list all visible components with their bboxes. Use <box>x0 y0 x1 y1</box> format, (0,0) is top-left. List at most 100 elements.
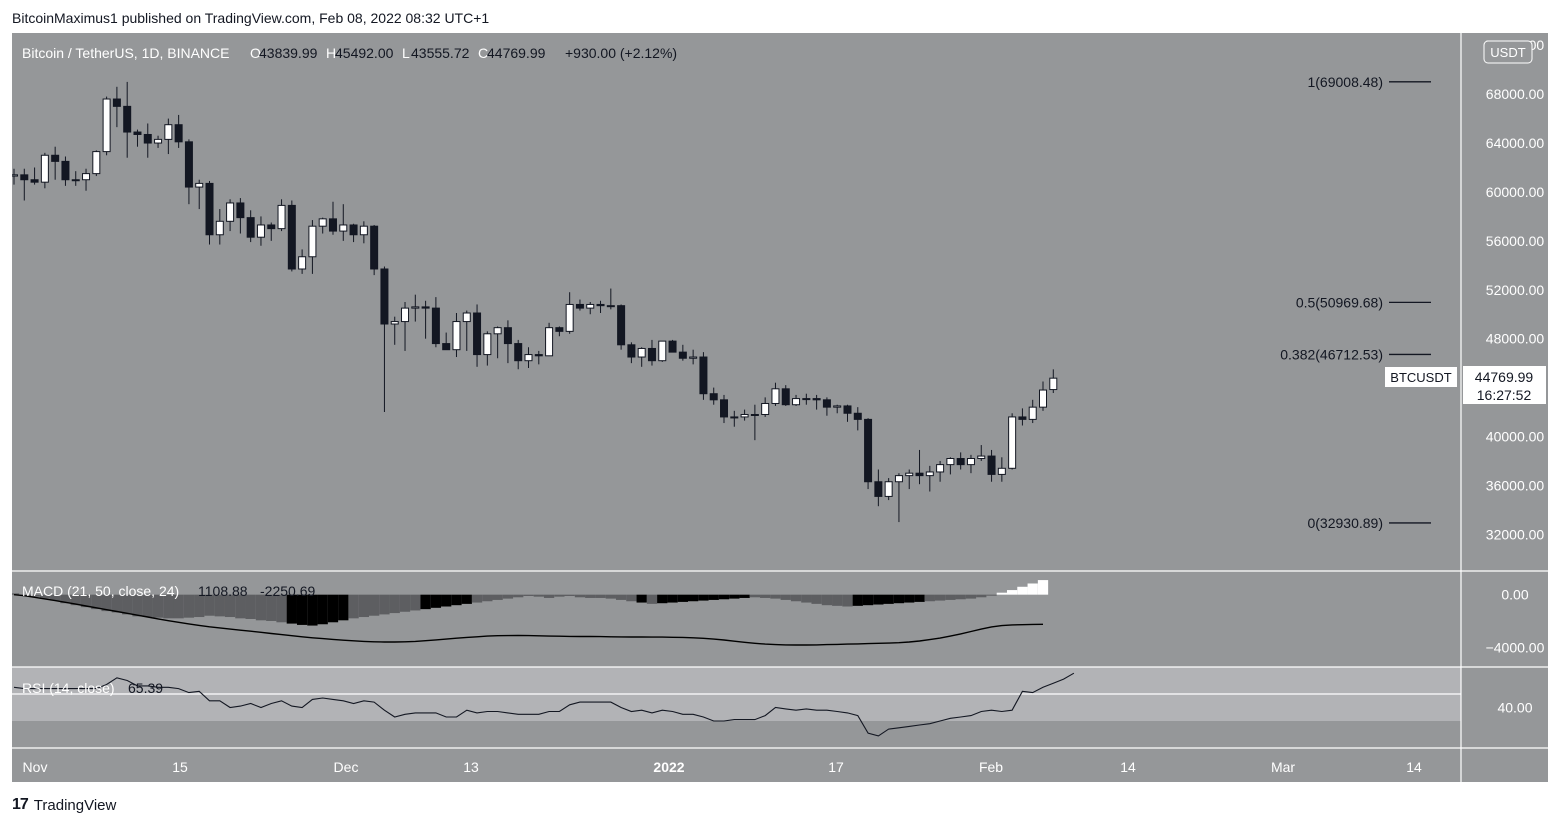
candle-body <box>236 202 245 219</box>
candle-body <box>82 173 91 181</box>
macd-histogram-bar <box>914 594 925 602</box>
chart-svg[interactable]: 1(69008.48) 0.5(50969.68) 0.382(46712.53) 0… <box>8 33 1548 782</box>
candle-body <box>267 224 276 230</box>
macd-histogram-bar <box>790 594 802 602</box>
macd-histogram-bar <box>266 594 277 621</box>
fib-level-label: 0.382(46712.53) <box>1280 346 1383 362</box>
candle-body <box>1018 416 1027 420</box>
macd-histogram-bar <box>430 594 442 608</box>
macd-histogram-bar <box>410 594 421 611</box>
macd-histogram-bar <box>873 594 884 605</box>
footer-brand[interactable]: 17 TradingView <box>12 796 116 814</box>
candle-body <box>894 475 903 483</box>
macd-histogram-bar <box>729 594 740 599</box>
candle-body <box>514 343 523 362</box>
candle-body <box>277 204 286 230</box>
footer-brand-name: TradingView <box>33 796 117 814</box>
macd-histogram-bar <box>842 594 853 607</box>
ohlc-open: 43839.99 <box>259 45 318 61</box>
candle-body <box>401 307 410 323</box>
macd-histogram-bar <box>399 594 411 612</box>
price-tick-label: 32000.00 <box>1486 526 1545 542</box>
macd-histogram-bar <box>327 594 339 623</box>
macd-pane[interactable] <box>8 580 1049 646</box>
macd-histogram-bar <box>338 594 349 621</box>
fib-level-label: 1(69008.48) <box>1307 74 1383 90</box>
macd-histogram-bar <box>122 594 133 615</box>
candle-body <box>431 307 440 345</box>
macd-histogram-bar <box>976 594 987 598</box>
candle-body <box>761 402 770 415</box>
ohlc-close-label: C <box>478 45 488 61</box>
candle-body <box>864 418 873 483</box>
candle-body <box>915 472 924 477</box>
currency-badge[interactable] <box>1483 40 1533 64</box>
tradingview-logo-icon: 17 <box>12 796 29 813</box>
candle-body <box>750 413 759 416</box>
candle-body <box>966 458 975 466</box>
candle-body <box>1028 406 1037 420</box>
fib-level-label: 0.5(50969.68) <box>1296 294 1383 310</box>
price-scale[interactable] <box>1461 33 1548 782</box>
price-tick-label: 56000.00 <box>1486 233 1545 249</box>
macd-histogram-bar <box>91 594 102 610</box>
candle-body <box>709 393 718 401</box>
candle-body <box>884 481 893 497</box>
candle-body <box>833 405 842 408</box>
publisher-line: BitcoinMaximus1 published on TradingView… <box>12 10 490 26</box>
macd-histogram-bar <box>698 594 709 601</box>
candle-body <box>781 388 790 406</box>
macd-histogram-bar <box>687 594 699 602</box>
candle-body <box>905 472 914 477</box>
candle-body <box>71 179 80 182</box>
symbol-tag <box>1385 367 1457 387</box>
macd-histogram-bar <box>523 594 534 596</box>
candle-body <box>318 218 327 227</box>
candle-body <box>565 303 574 332</box>
y-axis-labels: 72000.0068000.0064000.0060000.0056000.00… <box>1486 37 1545 715</box>
macd-histogram-bar <box>60 594 71 604</box>
time-tick-label: Dec <box>334 759 359 775</box>
candle-body <box>226 202 235 222</box>
candle-body <box>20 174 29 181</box>
rsi-tick-label: 40.00 <box>1497 700 1532 716</box>
ohlc-change: +930.00 (+2.12%) <box>565 45 677 61</box>
macd-histogram-bar <box>379 594 390 615</box>
ohlc-low: 43555.72 <box>411 45 470 61</box>
candle-body <box>822 399 831 408</box>
candle-body <box>154 138 163 144</box>
candle-body <box>874 481 883 497</box>
macd-histogram-bar <box>1027 583 1038 595</box>
price-tick-label: 36000.00 <box>1486 477 1545 493</box>
fib-levels: 1(69008.48) 0.5(50969.68) 0.382(46712.53) 0… <box>1280 74 1431 531</box>
candle-body <box>473 312 482 356</box>
macd-histogram-bar <box>718 594 730 600</box>
rsi-pane[interactable] <box>13 672 1075 737</box>
macd-tick-label: −4000.00 <box>1486 639 1545 655</box>
candle-body <box>730 416 739 419</box>
candles[interactable] <box>10 81 1058 523</box>
candle-body <box>390 321 399 325</box>
candle-body <box>380 268 389 325</box>
chart-frame[interactable]: 1(69008.48) 0.5(50969.68) 0.382(46712.53) 0… <box>8 33 1548 782</box>
macd-value-signal: -2250.69 <box>260 583 315 599</box>
candle-body <box>555 327 564 332</box>
ohlc-high-label: H <box>326 45 336 61</box>
rsi-title: RSI (14, close) <box>22 680 115 696</box>
price-tick-label: 64000.00 <box>1486 135 1545 151</box>
macd-title: MACD (21, 50, close, 24) <box>22 583 179 599</box>
time-tick-label: Mar <box>1271 759 1295 775</box>
candle-body <box>524 354 533 362</box>
macd-histogram-bar <box>770 594 781 599</box>
candle-body <box>647 347 656 362</box>
macd-histogram-bar <box>173 594 184 619</box>
macd-value-hist: 1108.88 <box>198 583 248 599</box>
candle-body <box>298 256 307 270</box>
macd-histogram-bar <box>893 594 905 604</box>
candle-body <box>51 154 60 162</box>
macd-histogram-bar <box>862 594 874 606</box>
macd-histogram-bar <box>224 594 236 618</box>
macd-histogram-bar <box>255 594 267 621</box>
candle-body <box>925 471 934 477</box>
macd-tick-label: 0.00 <box>1501 587 1528 603</box>
